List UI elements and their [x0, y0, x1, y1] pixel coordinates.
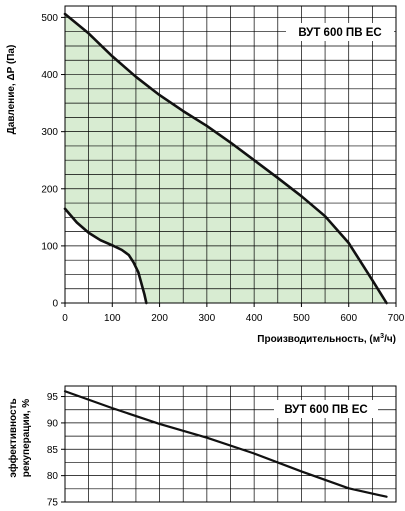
efficiency-grid: [65, 386, 396, 502]
x-tick-label: 700: [388, 313, 405, 324]
pressure-plot-frame: [64, 5, 397, 304]
pressure-x-axis-label: Производительность, (м3/ч): [257, 333, 396, 345]
x-axis-label-main: Производительность, (м: [257, 334, 380, 345]
y-tick-label: 200: [41, 184, 58, 195]
y-tick-label: 90: [47, 418, 59, 429]
efficiency-title-background: [274, 400, 378, 418]
pressure-y-axis-label: Давление, ΔP (Па): [6, 45, 17, 135]
x-axis-label-tail: /ч): [384, 334, 396, 345]
y-tick-label: 400: [41, 70, 58, 81]
y-tick-label: 95: [47, 392, 59, 403]
x-tick-label: 400: [246, 313, 263, 324]
y-tick-label: 300: [41, 127, 58, 138]
efficiency-series: [63, 390, 388, 498]
efficiency-chart-title: ВУТ 600 ПВ ЕС: [284, 404, 367, 416]
x-tick-label: 0: [62, 313, 68, 324]
efficiency-y-ticks: 75 80 85 90 95: [47, 392, 65, 509]
pressure-series: [63, 12, 388, 305]
pressure-grid: [65, 6, 396, 303]
pressure-x-ticks: 0 100 200 300 400 500 600 700: [62, 303, 405, 324]
efficiency-chart: 75 80 85 90 95 ВУТ 600 ПВ ЕС эффективность р…: [7, 385, 397, 509]
pressure-title-background: [286, 23, 394, 41]
max-pressure-curve: [63, 12, 388, 305]
efficiency-y-axis-label-line1: эффективность: [7, 398, 19, 477]
efficiency-curve: [63, 390, 388, 498]
min-pressure-curve: [63, 207, 148, 305]
pressure-chart-title: ВУТ 600 ПВ ЕС: [298, 27, 381, 39]
y-tick-label: 500: [41, 13, 58, 24]
y-tick-label: 0: [52, 299, 58, 310]
x-tick-label: 100: [104, 313, 121, 324]
y-tick-label: 85: [47, 445, 59, 456]
x-tick-label: 200: [151, 313, 168, 324]
y-tick-label: 100: [41, 241, 58, 252]
efficiency-y-axis-label-line2: рекуперации, %: [21, 399, 32, 478]
y-tick-label: 80: [47, 471, 59, 482]
x-tick-label: 600: [340, 313, 357, 324]
pressure-y-ticks: 0 100 200 300 400 500: [41, 13, 65, 310]
pressure-fill-area: [65, 13, 387, 303]
x-axis-label-superscript: 3: [380, 333, 384, 340]
y-tick-label: 75: [47, 498, 59, 509]
x-tick-label: 500: [293, 313, 310, 324]
efficiency-plot-frame: [64, 385, 397, 503]
x-tick-label: 300: [199, 313, 216, 324]
